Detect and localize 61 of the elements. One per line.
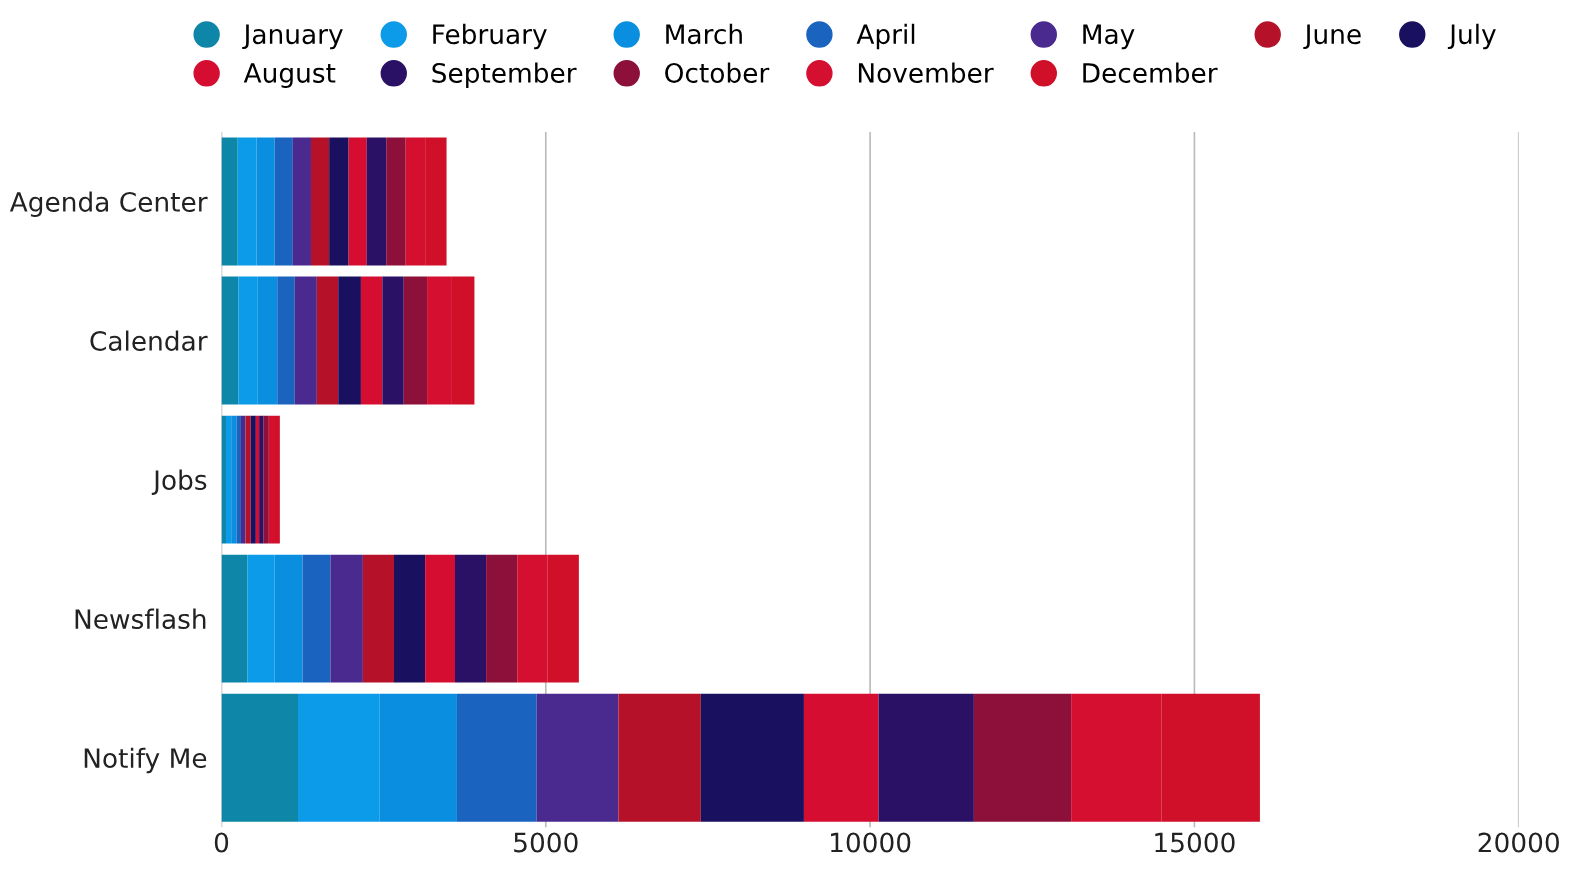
legend-label: February [433,23,547,50]
x-tick-label: 10000 [831,832,911,853]
bar [360,276,383,405]
x-tick-label: 5000 [514,832,578,853]
y-tick-label: Calendar [90,330,208,351]
legend-label: January [242,24,343,50]
bar [221,137,238,266]
bar [302,554,331,683]
bar [394,554,426,683]
bar [236,415,241,544]
x-tick-label: 20000 [1478,832,1559,853]
bar [348,137,367,266]
bar [255,415,260,544]
bar [259,415,264,544]
bar [403,276,428,405]
bar [973,693,1072,822]
bar [486,554,518,683]
legend-label: July [1447,23,1496,50]
bar [221,554,248,683]
bar [221,693,299,822]
legend-label: August [243,63,336,89]
bar [292,137,311,266]
bar [338,276,361,405]
bar [536,693,619,822]
bar [329,137,349,266]
bar [250,415,256,544]
legend-label: April [856,23,915,50]
legend-label: May [1083,24,1135,50]
bar [878,693,974,822]
bar [245,415,251,544]
bar [618,693,701,822]
y-tick-label: Jobs [151,469,207,495]
bar [456,693,537,822]
bar [294,276,317,405]
bar [382,276,404,405]
bar [386,137,406,266]
bar [454,554,487,683]
legend-label: November [858,62,994,83]
x-tick-label: 15000 [1155,832,1235,853]
bar [330,554,363,683]
bar [316,276,339,405]
bar [803,693,879,822]
bar [226,415,232,544]
bar [263,415,269,544]
y-tick-label: Agenda Center [9,191,208,218]
bar [221,276,239,405]
bar [366,137,387,266]
bar [310,137,330,266]
bar [425,554,455,683]
y-tick-label: Notify Me [84,747,207,774]
legend-label: December [1083,62,1218,83]
bar [277,276,295,405]
x-tick-label: 0 [214,832,229,853]
legend-label: June [1303,24,1361,50]
bar [700,693,804,822]
legend-label: October [665,62,770,83]
y-tick-label: Newsflash [75,608,206,630]
legend-label: September [432,62,577,89]
bar [362,554,395,683]
bar [274,137,293,266]
legend-label: March [666,23,742,45]
